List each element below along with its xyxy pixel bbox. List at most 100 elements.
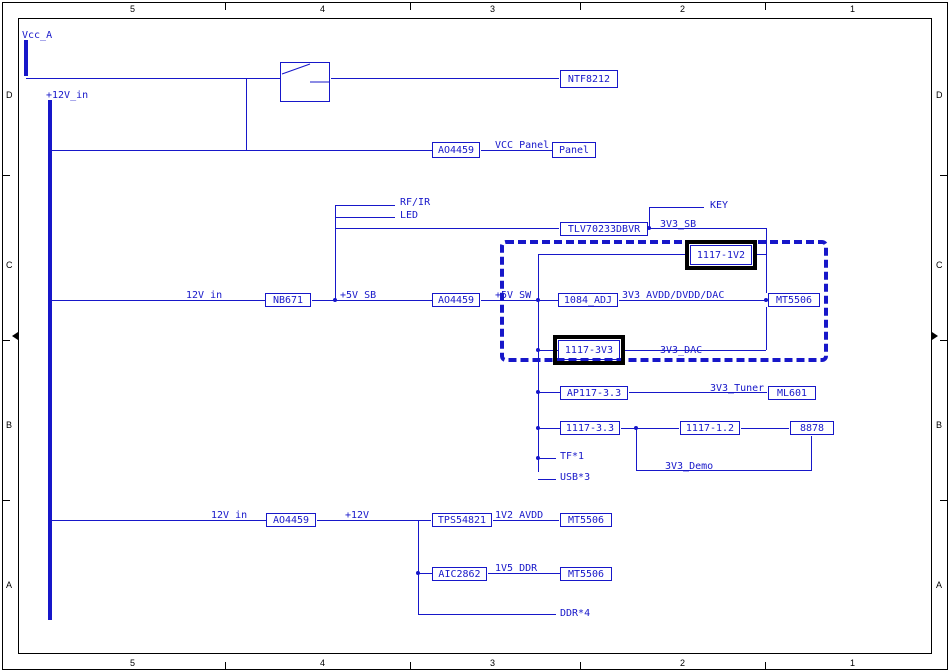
wire (52, 150, 432, 151)
wire (418, 614, 556, 615)
frame-arrow-right (932, 332, 938, 340)
component-ao4459-1: AO4459 (432, 142, 480, 158)
ruler-row-label: B (6, 420, 12, 430)
ruler-row-label: C (6, 260, 13, 270)
component-ap117-33: AP117-3.3 (560, 386, 628, 400)
ruler-col-label: 1 (850, 4, 855, 14)
frame-arrow-left (12, 332, 18, 340)
component-aic2862: AIC2862 (432, 567, 487, 581)
switch-icon (280, 62, 330, 102)
ruler-tick (225, 662, 226, 670)
junction-dot (333, 298, 337, 302)
ruler-row-label: A (936, 580, 942, 590)
component-ntf8212: NTF8212 (560, 70, 618, 88)
wire (741, 428, 789, 429)
ruler-row-label: D (936, 90, 943, 100)
net-label-1v5-ddr: 1V5_DDR (495, 563, 537, 574)
wire (538, 428, 560, 429)
net-label-3v3-tuner: 3V3_Tuner (710, 383, 764, 394)
net-label-vcc-a: Vcc_A (22, 30, 52, 41)
wire (811, 436, 812, 471)
component-tps54821: TPS54821 (432, 513, 492, 527)
component-mt5506-3: MT5506 (560, 567, 612, 581)
wire (538, 392, 560, 393)
component-8878: 8878 (790, 421, 834, 435)
wire (246, 78, 247, 150)
wire (26, 78, 281, 79)
wire (649, 207, 704, 208)
wire (649, 207, 650, 228)
wire (636, 428, 637, 470)
component-panel: Panel (552, 142, 596, 158)
ruler-col-label: 3 (490, 658, 495, 668)
ruler-row-label: A (6, 580, 12, 590)
net-label-12v-in-1: _12V_in (180, 290, 222, 301)
ruler-col-label: 3 (490, 4, 495, 14)
net-label-key: KEY (710, 200, 728, 211)
ruler-tick (940, 500, 948, 501)
wire (52, 300, 265, 301)
ruler-tick (410, 662, 411, 670)
ruler-col-label: 2 (680, 658, 685, 668)
net-label-rf-ir: RF/IR (400, 197, 430, 208)
ruler-tick (940, 175, 948, 176)
ruler-tick (765, 662, 766, 670)
net-label-5v-sb: +5V_SB (340, 290, 376, 301)
ruler-row-label: C (936, 260, 943, 270)
wire (335, 205, 395, 206)
junction-dot (536, 426, 540, 430)
ruler-tick (940, 340, 948, 341)
wire (331, 78, 559, 79)
component-1117-12: 1117-1.2 (680, 421, 740, 435)
net-label-usb-3: USB*3 (560, 472, 590, 483)
ruler-col-label: 2 (680, 4, 685, 14)
component-ml601: ML601 (768, 386, 816, 400)
wire (538, 458, 556, 459)
net-label-3v3-sb: 3V3_SB (660, 219, 696, 230)
net-label-3v3-demo: 3V3_Demo (665, 461, 713, 472)
ruler-tick (765, 2, 766, 10)
ruler-row-label: D (6, 90, 13, 100)
ruler-row-label: B (936, 420, 942, 430)
ruler-col-label: 4 (320, 658, 325, 668)
net-label-12v: +12V (345, 510, 369, 521)
component-ao4459-3: AO4459 (266, 513, 316, 527)
net-label-ddr4: DDR*4 (560, 608, 590, 619)
wire (317, 520, 431, 521)
component-mt5506-2: MT5506 (560, 513, 612, 527)
net-label-vcc-panel: VCC_Panel (495, 140, 549, 151)
ruler-col-label: 5 (130, 4, 135, 14)
hl-1117-1v2 (685, 240, 757, 270)
component-1117-33: 1117-3.3 (560, 421, 620, 435)
junction-dot (416, 571, 420, 575)
wire (538, 479, 556, 480)
component-tlv70233dbvr: TLV70233DBVR (560, 222, 648, 236)
wire (418, 573, 432, 574)
ruler-tick (2, 500, 10, 501)
wire (621, 428, 679, 429)
ruler-col-label: 5 (130, 658, 135, 668)
hl-1117-3v3 (553, 335, 625, 365)
junction-dot (647, 226, 651, 230)
ruler-tick (2, 175, 10, 176)
wire (636, 470, 812, 471)
junction-dot (536, 390, 540, 394)
junction-dot (634, 426, 638, 430)
net-label-12v-in: +12V_in (46, 90, 88, 101)
net-label-tf-1: TF*1 (560, 451, 584, 462)
wire (335, 217, 395, 218)
wire (418, 520, 419, 615)
component-ao4459-2: AO4459 (432, 293, 480, 307)
ruler-tick (2, 340, 10, 341)
ruler-col-label: 1 (850, 658, 855, 668)
dashed-highlight-region (500, 240, 828, 362)
ruler-col-label: 4 (320, 4, 325, 14)
12v_in_bar (48, 100, 52, 620)
ruler-tick (410, 2, 411, 10)
wire (335, 228, 559, 229)
ruler-tick (580, 662, 581, 670)
net-label-1v2-avdd: 1V2_AVDD (495, 510, 543, 521)
vcc_a_bar (24, 40, 28, 76)
net-label-12v-in-2: _12V_in (205, 510, 247, 521)
junction-dot (536, 456, 540, 460)
